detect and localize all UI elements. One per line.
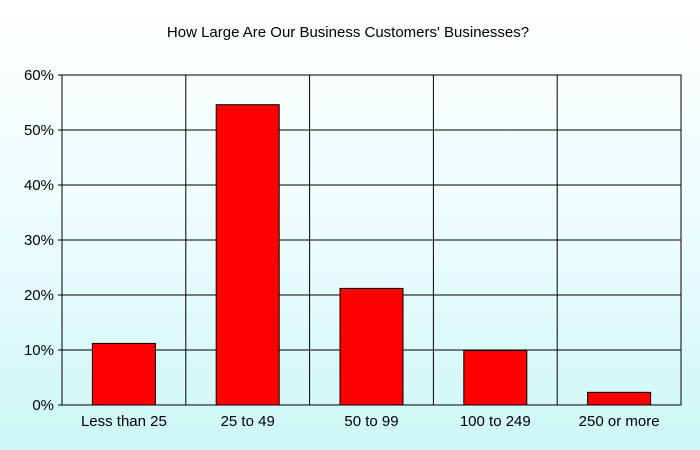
x-tick-label: 250 or more bbox=[579, 413, 660, 430]
plot-border bbox=[61, 74, 682, 406]
bar bbox=[463, 350, 528, 406]
y-tick-label: 0% bbox=[32, 397, 54, 414]
axes bbox=[58, 74, 682, 406]
bar bbox=[91, 342, 156, 406]
x-tick-label: 25 to 49 bbox=[221, 413, 275, 430]
y-tick-label: 10% bbox=[24, 342, 54, 359]
y-tick-label: 40% bbox=[24, 177, 54, 194]
x-tick-label: 50 to 99 bbox=[344, 413, 398, 430]
chart-title: How Large Are Our Business Customers' Bu… bbox=[167, 24, 529, 41]
tick-labels: 0% 10% 20% 30% 40% 50% 60% Less than 25 25 to 49… bbox=[24, 67, 660, 430]
y-tick-label: 60% bbox=[24, 67, 54, 84]
bar bbox=[339, 287, 404, 406]
bar bbox=[215, 104, 280, 406]
y-tick-label: 20% bbox=[24, 287, 54, 304]
y-tick-label: 30% bbox=[24, 232, 54, 249]
x-tick-label: 100 to 249 bbox=[460, 413, 531, 430]
y-tick-label: 50% bbox=[24, 122, 54, 139]
x-tick-label: Less than 25 bbox=[81, 413, 167, 430]
bar bbox=[587, 391, 652, 406]
bars bbox=[91, 104, 652, 406]
